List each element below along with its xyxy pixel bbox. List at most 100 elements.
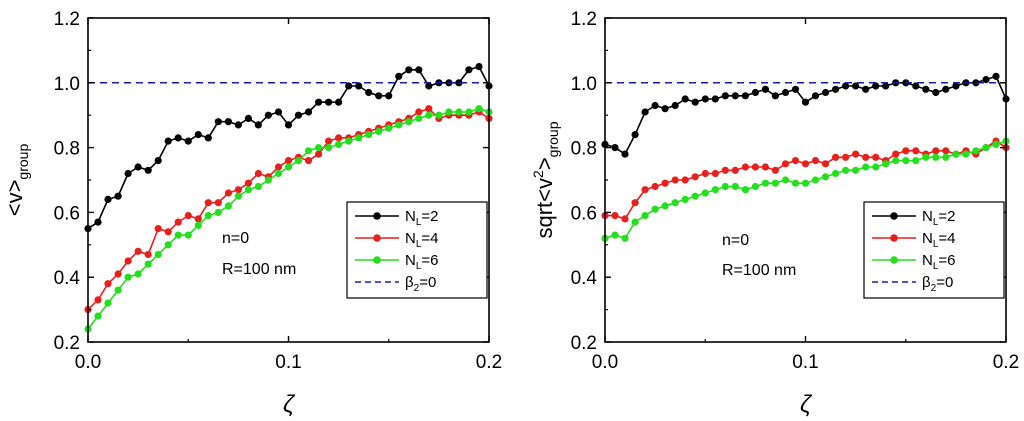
left-series-2-point xyxy=(144,260,152,268)
left-series-0-point xyxy=(174,134,182,142)
right-series-0-point xyxy=(641,108,649,116)
left-series-2-point xyxy=(134,270,142,278)
right-series-2-point xyxy=(992,140,1000,148)
right-series-1-point xyxy=(811,157,820,165)
left-series-0-point xyxy=(104,195,112,203)
right-series-2-point xyxy=(872,163,880,171)
right-series-1-point xyxy=(751,163,760,171)
right-series-1-point xyxy=(651,182,659,191)
left-x-tick-label: 0.1 xyxy=(275,352,301,373)
right-series-2-point xyxy=(972,147,980,155)
right-series-2-point xyxy=(912,157,920,165)
left-series-2-point xyxy=(264,176,272,184)
left-series-1-point xyxy=(254,169,262,178)
right-series-1-point xyxy=(661,179,669,187)
right-series-2-point xyxy=(651,205,659,213)
left-series-2-point xyxy=(164,241,172,249)
left-series-1-point xyxy=(425,105,433,113)
left-series-1-point xyxy=(224,189,232,197)
left-legend: NL=2NL=4NL=6β2=0 xyxy=(346,201,488,299)
right-series-1-point xyxy=(932,147,940,155)
left-series-0-point xyxy=(355,82,363,90)
right-series-0-point xyxy=(982,76,990,84)
right-series-1-point xyxy=(852,150,860,158)
right-series-1-point xyxy=(781,160,790,168)
left-legend-label-3: β2=0 xyxy=(405,274,436,294)
left-series-2-point xyxy=(224,202,232,210)
right-series-2-point xyxy=(962,150,970,158)
left-series-0-point xyxy=(254,121,262,129)
right-series-1-point xyxy=(902,147,910,155)
right-series-2-point xyxy=(821,173,830,181)
right-y-axis-label-pre: sqrt<v xyxy=(532,178,557,239)
left-series-1-point xyxy=(124,257,132,265)
right-series-0-point xyxy=(852,82,860,90)
right-series-2-point xyxy=(842,166,850,174)
right-series-1-point xyxy=(631,199,639,207)
right-x-axis-title: ζ xyxy=(800,391,813,418)
right-y-axis-label-sub: group xyxy=(545,121,561,157)
left-series-0-point xyxy=(134,163,142,171)
left-series-0-point xyxy=(365,88,373,97)
right-series-0-point xyxy=(912,82,920,90)
right-legend-marker-0 xyxy=(890,212,898,220)
left-series-2-point xyxy=(345,137,353,145)
right-series-2-point xyxy=(701,189,709,197)
right-annotation-n: n=0 xyxy=(722,232,749,249)
left-series-0-point xyxy=(264,111,272,119)
right-series-0-point xyxy=(731,92,739,100)
left-series-1-point xyxy=(234,186,242,194)
left-series-2-point xyxy=(214,208,222,216)
left-series-2-point xyxy=(325,144,333,152)
left-series-1-point xyxy=(415,108,423,116)
right-y-axis-title: sqrt<v2>group xyxy=(530,121,561,238)
left-y-tick-label: 0.4 xyxy=(54,268,81,289)
left-series-1-point xyxy=(154,225,162,233)
right-series-0-point xyxy=(721,92,729,100)
right-series-2-point xyxy=(761,179,770,187)
right-series-0-point xyxy=(862,85,870,93)
left-series-0-point xyxy=(144,166,152,174)
left-series-0-point xyxy=(184,137,192,145)
left-series-2-point xyxy=(114,286,122,294)
right-series-0-point xyxy=(952,82,960,90)
left-series-2-point xyxy=(355,134,363,142)
right-series-0-point xyxy=(922,85,930,93)
left-series-1-point xyxy=(315,150,323,158)
right-series-0-point xyxy=(821,88,830,97)
left-series-2-point xyxy=(445,108,453,116)
right-y-axis-label-sup: 2 xyxy=(530,170,546,178)
right-series-0-point xyxy=(832,85,840,93)
right-legend-marker-2 xyxy=(890,256,898,264)
right-series-1-point xyxy=(741,163,750,171)
right-series-2-point xyxy=(852,166,860,174)
left-series-0-point xyxy=(244,114,252,122)
right-series-2-point xyxy=(671,199,679,207)
right-series-2-point xyxy=(932,153,940,161)
left-series-2-point xyxy=(405,118,413,126)
right-series-0-point xyxy=(701,95,709,103)
right-series-2-point xyxy=(922,153,930,161)
left-series-1-point xyxy=(284,157,293,165)
left-series-2-point xyxy=(94,312,102,320)
right-series-0-point xyxy=(681,95,689,103)
left-series-0-point xyxy=(375,92,383,100)
left-series-1-point xyxy=(104,280,112,288)
left-series-0-point xyxy=(315,98,323,106)
right-series-0-point xyxy=(691,98,699,106)
left-series-0-point xyxy=(284,121,293,129)
left-legend-label-1: NL=4 xyxy=(405,230,439,250)
left-legend-label-0: NL=2 xyxy=(405,208,439,228)
left-series-2-point xyxy=(415,114,423,122)
right-series-0-point xyxy=(882,82,890,90)
right-y-tick-label: 0.4 xyxy=(571,268,598,289)
left-series-0-point xyxy=(154,157,162,165)
right-series-2-point xyxy=(832,169,840,178)
right-legend-label-0: NL=2 xyxy=(922,208,956,228)
right-series-1-point xyxy=(842,153,850,161)
left-series-0-point xyxy=(94,218,102,226)
right-series-1-point xyxy=(691,173,699,181)
left-series-2-point xyxy=(425,111,433,119)
right-series-2-point xyxy=(892,157,900,165)
left-series-1-point xyxy=(335,134,343,142)
